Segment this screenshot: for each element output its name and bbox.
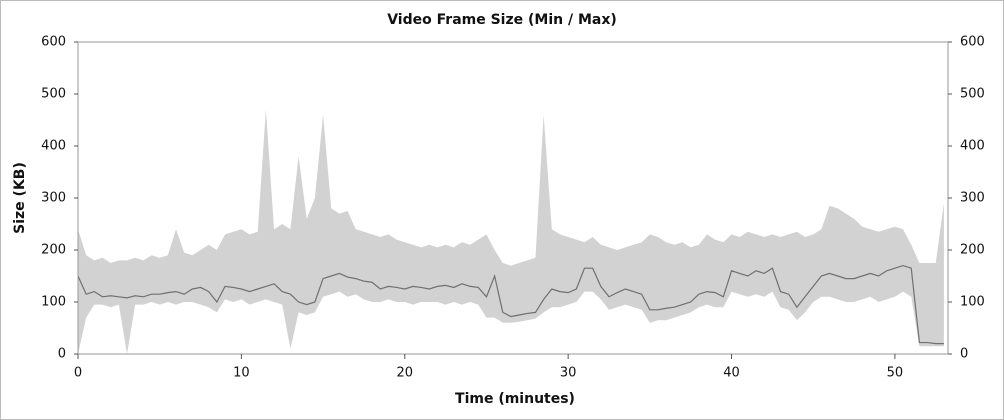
- area: [78, 291, 944, 354]
- x-tick-label: 50: [887, 366, 904, 381]
- y-tick-label: 0: [58, 347, 66, 362]
- y-tick-label: 500: [41, 87, 66, 102]
- x-tick-label: 0: [74, 366, 82, 381]
- y2-tick-label: 200: [960, 243, 985, 258]
- x-axis-label: Time (minutes): [455, 391, 575, 407]
- y2-tick-label: 500: [960, 87, 985, 102]
- x-tick-label: 10: [233, 366, 250, 381]
- area: [78, 109, 944, 354]
- y-axis-label: Size (KB): [12, 162, 28, 234]
- y-tick-label: 300: [41, 191, 66, 206]
- y2-tick-label: 600: [960, 35, 985, 50]
- y-tick-label: 200: [41, 243, 66, 258]
- y2-tick-label: 300: [960, 191, 985, 206]
- y-tick-label: 400: [41, 139, 66, 154]
- watermark: Film-arena.cz: [428, 202, 596, 227]
- y2-tick-label: 400: [960, 139, 985, 154]
- y-tick-label: 600: [41, 35, 66, 50]
- x-tick-label: 40: [723, 366, 740, 381]
- y-tick-label: 100: [41, 295, 66, 310]
- y2-tick-label: 0: [960, 347, 968, 362]
- y2-tick-label: 100: [960, 295, 985, 310]
- chart-title: Video Frame Size (Min / Max): [387, 12, 617, 28]
- line: [77, 264, 944, 345]
- x-tick-label: 20: [396, 366, 413, 381]
- x-tick-label: 30: [560, 366, 577, 381]
